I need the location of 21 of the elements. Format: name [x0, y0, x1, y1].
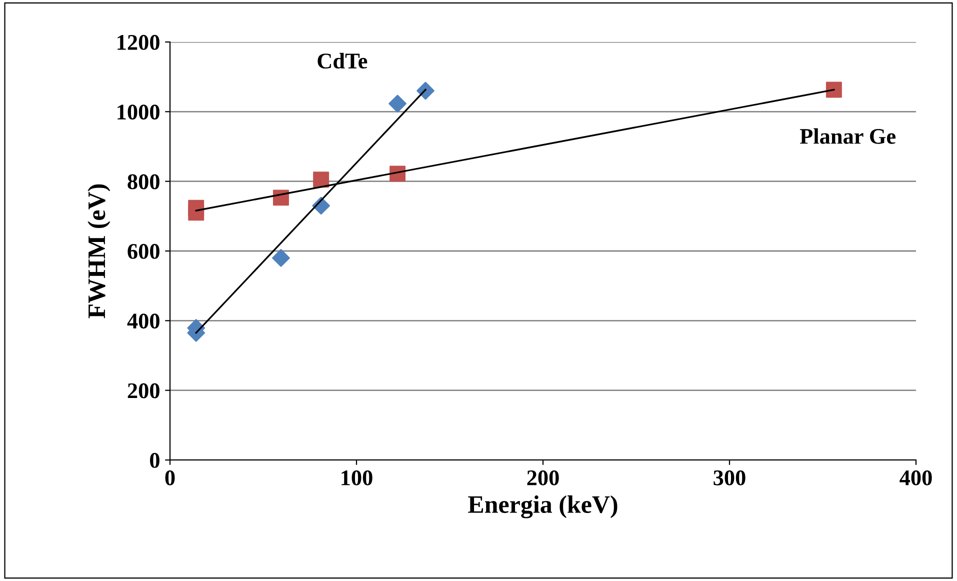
x-tick-label: 400 — [900, 470, 932, 486]
point — [272, 249, 290, 267]
y-tick-label: 1000 — [118, 104, 160, 120]
y-tick-label: 200 — [128, 383, 160, 398]
series-label: CdTe — [318, 52, 368, 69]
point — [313, 172, 330, 188]
point — [826, 82, 842, 98]
x-tick-label: 300 — [714, 470, 746, 486]
y-tick-label: 400 — [127, 314, 160, 329]
x-axis-title: Energia (keV) — [468, 495, 618, 518]
point — [388, 94, 406, 113]
point — [188, 204, 204, 221]
y-tick-label: 1200 — [118, 34, 160, 50]
x-tick-label: 200 — [527, 470, 559, 486]
y-tick-label: 800 — [128, 174, 160, 190]
y-tick-label: 600 — [128, 244, 160, 259]
series-label: Planar Ge — [800, 128, 896, 144]
x-tick-label: 0 — [165, 470, 175, 486]
y-axis-title: FWHM (eV) — [88, 184, 110, 318]
y-tick-label: 0 — [150, 452, 160, 468]
x-tick-label: 100 — [342, 470, 372, 486]
